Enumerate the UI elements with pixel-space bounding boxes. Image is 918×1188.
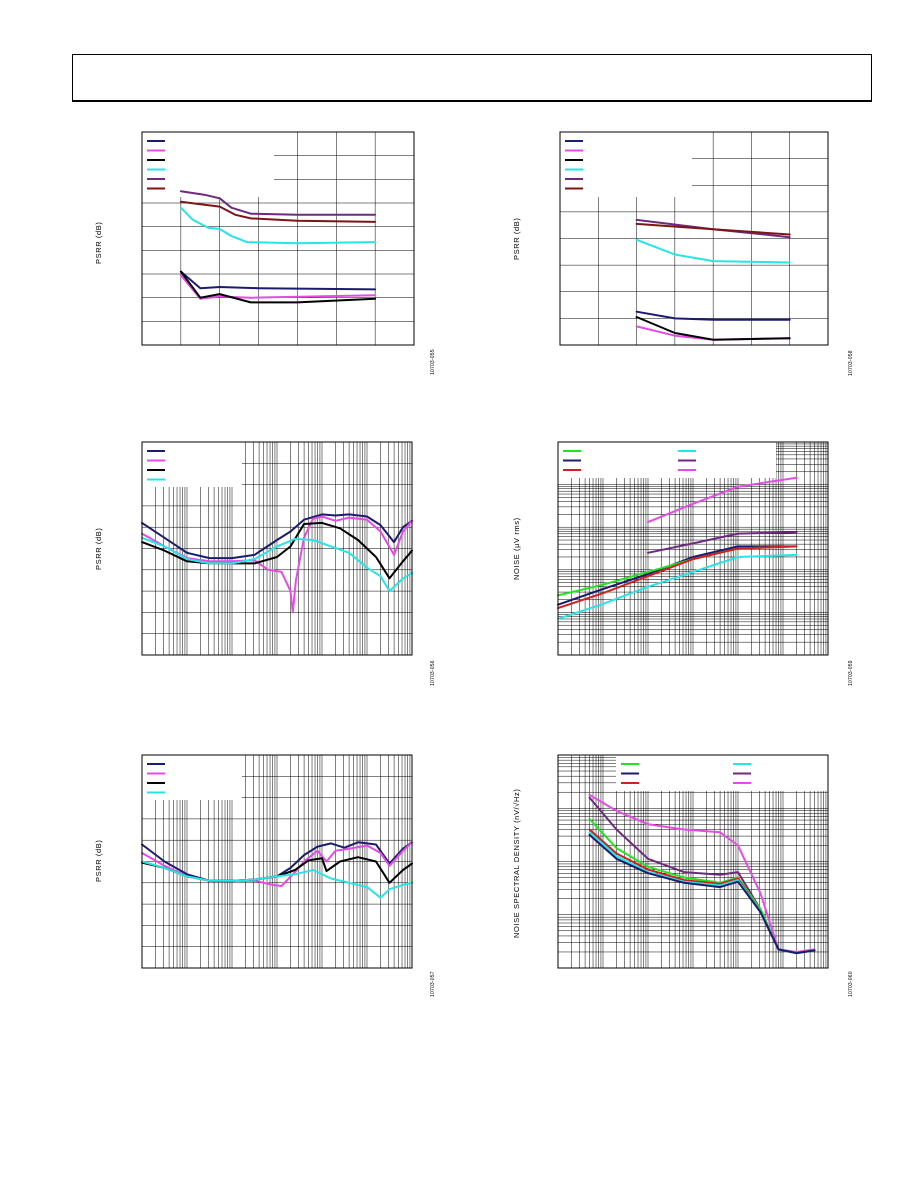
chart3-ylabel: PSRR (dB) bbox=[94, 527, 103, 571]
chart5-figure-id: 10703-057 bbox=[430, 971, 436, 997]
chart4-series-line-1 bbox=[647, 531, 798, 554]
chart3-series-line-1 bbox=[141, 515, 413, 614]
chart6-ylabel: NOISE SPECTRAL DENSITY (nV/√Hz) bbox=[512, 788, 521, 938]
chart1-frame bbox=[141, 131, 415, 346]
chart2-series bbox=[635, 218, 791, 341]
chart4-ylabel: NOISE (µV rms) bbox=[512, 517, 521, 580]
chart6-frame bbox=[557, 754, 829, 969]
chart1-series-line-4 bbox=[179, 274, 377, 300]
chart5-legend bbox=[142, 755, 242, 800]
chart3-figure-id: 10703-056 bbox=[430, 660, 436, 686]
chart5-series bbox=[141, 841, 413, 899]
chart1-ylabel: PSRR (dB) bbox=[94, 221, 103, 265]
noise-spectral-density-chart bbox=[557, 754, 829, 969]
chart2-series-line-2 bbox=[635, 238, 791, 264]
chart3-series bbox=[141, 513, 413, 614]
chart5-ylabel: PSRR (dB) bbox=[94, 839, 103, 883]
chart1-series-line-0 bbox=[179, 190, 377, 216]
chart3-frame bbox=[141, 441, 413, 656]
chart4-series-line-5 bbox=[557, 553, 798, 620]
chart2-series-line-1 bbox=[635, 222, 791, 236]
chart2-series-line-5 bbox=[635, 316, 791, 341]
chart1-legend bbox=[142, 132, 274, 197]
chart6-grid bbox=[557, 755, 828, 969]
chart5-series-line-3 bbox=[141, 860, 413, 899]
chart4-figure-id: 10703-059 bbox=[848, 660, 854, 686]
chart2-legend-bg bbox=[560, 132, 692, 197]
chart1-figure-id: 10703-055 bbox=[430, 349, 436, 375]
chart4-series-line-4 bbox=[557, 545, 798, 610]
chart1-legend-bg bbox=[142, 132, 274, 197]
chart4-legend-bg bbox=[558, 442, 776, 478]
noise-vs-load-chart bbox=[557, 441, 829, 656]
psrr-vs-frequency-chart-2 bbox=[141, 754, 413, 969]
chart2-frame bbox=[559, 131, 829, 346]
chart6-series bbox=[588, 793, 816, 955]
chart1-series bbox=[179, 190, 377, 304]
chart1-series-line-3 bbox=[179, 270, 377, 291]
chart6-legend-bg bbox=[616, 755, 828, 791]
chart2-figure-id: 10703-058 bbox=[848, 350, 854, 376]
chart3-series-line-0 bbox=[141, 513, 413, 560]
chart1-series-line-1 bbox=[179, 200, 377, 223]
chart4-frame bbox=[557, 441, 829, 656]
psrr-vs-load-chart-2 bbox=[559, 131, 829, 346]
psrr-vs-frequency-chart-1 bbox=[141, 441, 413, 656]
page-header-box bbox=[72, 54, 872, 102]
chart2-series-line-3 bbox=[635, 310, 791, 321]
chart4-series-line-3 bbox=[557, 545, 798, 597]
chart5-frame bbox=[141, 754, 413, 969]
chart1-series-line-2 bbox=[179, 206, 377, 245]
chart6-legend bbox=[616, 755, 828, 791]
chart2-legend bbox=[560, 132, 692, 197]
chart6-series-line-5 bbox=[588, 833, 816, 955]
chart1-series-line-5 bbox=[179, 270, 377, 304]
chart3-series-line-2 bbox=[141, 521, 413, 580]
chart3-legend bbox=[142, 442, 242, 487]
chart4-series bbox=[557, 476, 798, 620]
chart4-series-line-0 bbox=[647, 476, 798, 524]
psrr-vs-load-chart-1 bbox=[141, 131, 415, 346]
chart6-figure-id: 10703-060 bbox=[848, 971, 854, 997]
chart2-ylabel: PSRR (dB) bbox=[512, 217, 521, 261]
chart3-series-line-3 bbox=[141, 536, 413, 593]
chart4-legend bbox=[558, 442, 776, 478]
